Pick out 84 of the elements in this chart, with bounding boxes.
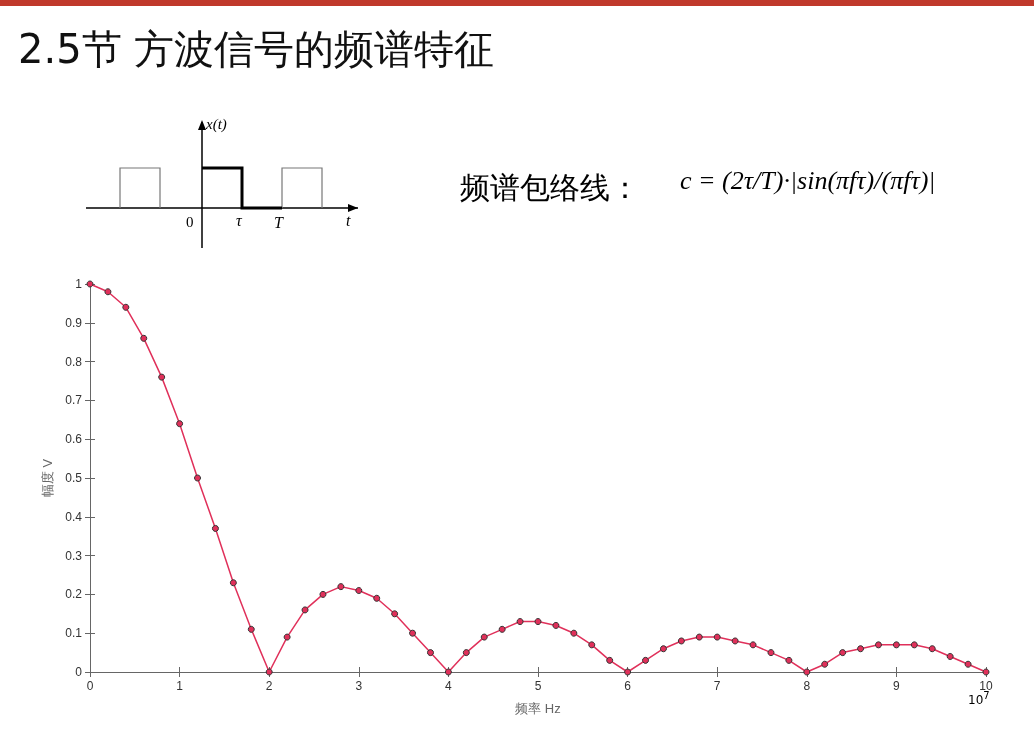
point bbox=[588, 641, 596, 649]
x-axis-title: 频率 Hz bbox=[515, 701, 561, 716]
y-tick-label: 1 bbox=[75, 277, 83, 291]
x-tick-label: 9 bbox=[893, 679, 901, 693]
point bbox=[211, 524, 219, 532]
x-tick-label: 4 bbox=[445, 679, 453, 693]
y-tick-label: 0.6 bbox=[65, 432, 83, 447]
point bbox=[910, 641, 918, 649]
x-tick-label: 10 bbox=[979, 679, 993, 693]
point bbox=[928, 645, 936, 653]
point bbox=[874, 641, 882, 649]
point bbox=[426, 649, 434, 657]
point bbox=[319, 590, 327, 598]
y-tick-label: 0.1 bbox=[65, 626, 83, 641]
point bbox=[247, 625, 255, 633]
y-tick-label: 0.5 bbox=[65, 471, 83, 485]
text: 10$^{7}$ bbox=[968, 690, 990, 707]
point bbox=[552, 621, 560, 629]
x-tick-label: 7 bbox=[713, 679, 721, 693]
point bbox=[301, 606, 309, 614]
point bbox=[534, 618, 542, 626]
text: 0 bbox=[186, 214, 194, 231]
x-tick-label: 8 bbox=[803, 679, 811, 693]
point bbox=[283, 633, 291, 641]
x-tick-label: 1 bbox=[176, 679, 184, 693]
point bbox=[122, 303, 130, 311]
point bbox=[355, 587, 363, 595]
point bbox=[713, 633, 721, 641]
point bbox=[265, 668, 273, 676]
point bbox=[857, 645, 865, 653]
y-tick-label: 0.4 bbox=[65, 509, 83, 524]
x-tick-label: 3 bbox=[355, 679, 363, 693]
point bbox=[444, 668, 452, 676]
point bbox=[229, 579, 237, 587]
point bbox=[516, 618, 524, 626]
y-tick-label: 0.3 bbox=[65, 548, 83, 563]
x-tick-label: 0 bbox=[86, 679, 94, 693]
point bbox=[606, 656, 614, 664]
text: x(t) bbox=[206, 116, 227, 133]
point bbox=[104, 288, 112, 296]
point bbox=[767, 649, 775, 657]
text: τ bbox=[236, 212, 242, 230]
point bbox=[373, 594, 381, 602]
point bbox=[194, 474, 202, 482]
point bbox=[498, 625, 506, 633]
chart-title: 2.5节 方波信号的频谱特征 bbox=[18, 25, 495, 74]
point bbox=[946, 652, 954, 660]
point bbox=[803, 668, 811, 676]
y-tick-label: 0.2 bbox=[65, 587, 83, 602]
point bbox=[695, 633, 703, 641]
point bbox=[892, 641, 900, 649]
point bbox=[337, 583, 345, 591]
point bbox=[659, 645, 667, 653]
point bbox=[570, 629, 578, 637]
point bbox=[480, 633, 488, 641]
y-tick-label: 0.9 bbox=[65, 315, 83, 330]
point bbox=[749, 641, 757, 649]
point bbox=[677, 637, 685, 645]
point bbox=[409, 629, 417, 637]
x-tick-label: 2 bbox=[265, 679, 273, 693]
y-tick-label: 0 bbox=[75, 665, 83, 679]
y-axis-title: 幅度 V bbox=[40, 458, 55, 498]
y-tick-label: 0.7 bbox=[65, 393, 83, 408]
point bbox=[86, 280, 94, 288]
point bbox=[785, 656, 793, 664]
point bbox=[624, 668, 632, 676]
text: t bbox=[346, 212, 351, 230]
point bbox=[176, 420, 184, 428]
point bbox=[140, 334, 148, 342]
y-tick-label: 0.8 bbox=[65, 354, 83, 369]
text: 频谱包络线： bbox=[460, 169, 640, 207]
text: T bbox=[274, 214, 283, 232]
text: c = (2τ/T)·|sin(πfτ)/(πfτ)| bbox=[680, 166, 936, 196]
point bbox=[731, 637, 739, 645]
point bbox=[964, 660, 972, 668]
point bbox=[158, 373, 166, 381]
point bbox=[642, 656, 650, 664]
point bbox=[982, 668, 990, 676]
point bbox=[391, 610, 399, 618]
x-tick-label: 5 bbox=[534, 679, 542, 693]
point bbox=[821, 660, 829, 668]
point bbox=[839, 649, 847, 657]
point bbox=[462, 649, 470, 657]
x-tick-label: 6 bbox=[624, 679, 632, 693]
